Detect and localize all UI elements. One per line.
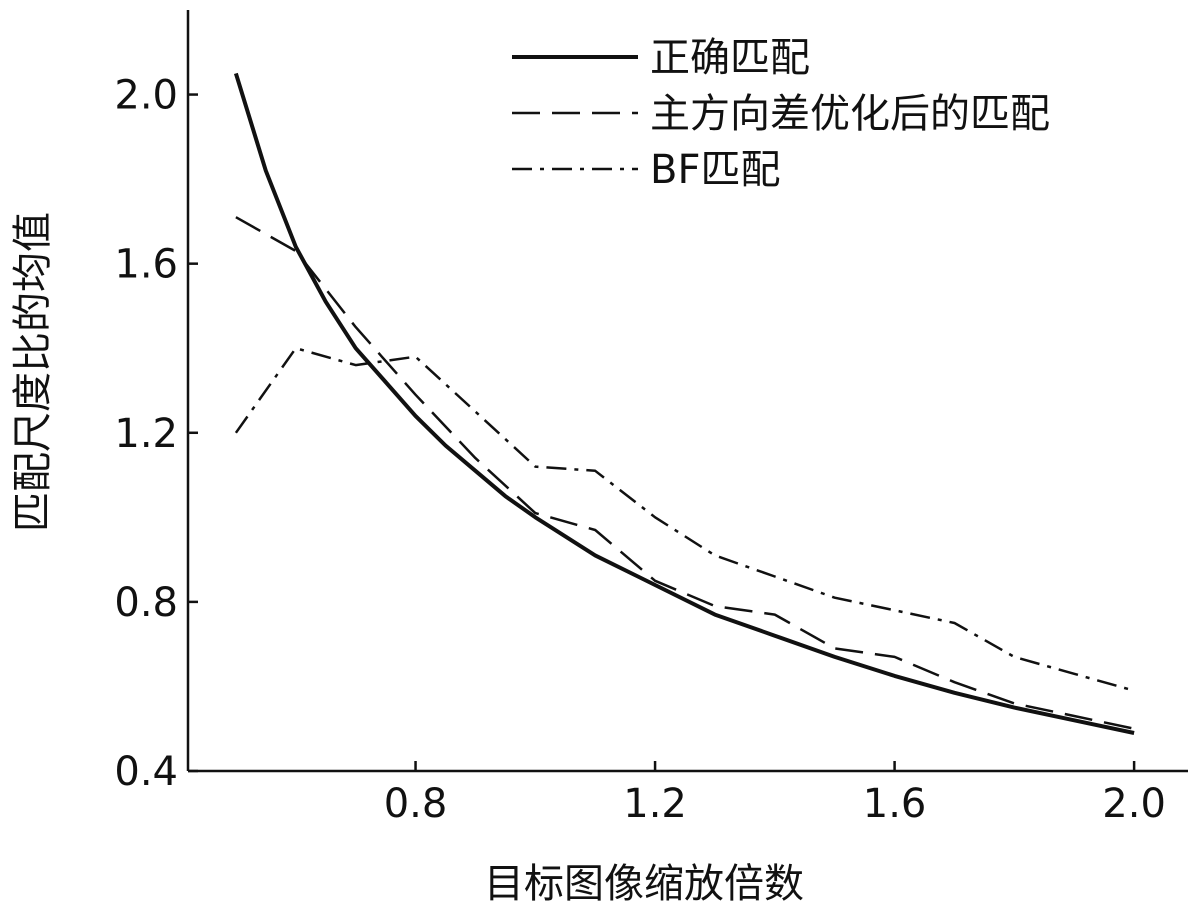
series-line-1	[233, 72, 1135, 735]
legend-label-2: 主方向差优化后的匹配	[650, 91, 1050, 137]
y-tick-label: 1.2	[114, 411, 178, 457]
legend-label-3: BF匹配	[650, 147, 780, 193]
x-axis-title: 目标图像缩放倍数	[484, 861, 804, 907]
y-axis-title: 匹配尺度比的均值	[10, 212, 56, 532]
x-tick-label: 1.2	[623, 781, 687, 827]
series-line-3	[234, 346, 1135, 692]
y-tick-label: 0.4	[114, 749, 178, 795]
x-tick-label: 0.8	[384, 781, 448, 827]
axes: 0.4 0.8 1.2 1.6 2.0 0.8 1.2 1.6 2.0	[114, 10, 1188, 827]
legend-label-1: 正确匹配	[650, 35, 810, 81]
series-line-2	[235, 216, 1135, 730]
series-layer	[233, 72, 1135, 735]
y-tick-label: 0.8	[114, 580, 178, 626]
x-tick-label: 1.6	[863, 781, 927, 827]
y-tick-label: 2.0	[114, 73, 178, 119]
y-tick-label: 1.6	[114, 242, 178, 288]
x-tick-label: 2.0	[1102, 781, 1166, 827]
